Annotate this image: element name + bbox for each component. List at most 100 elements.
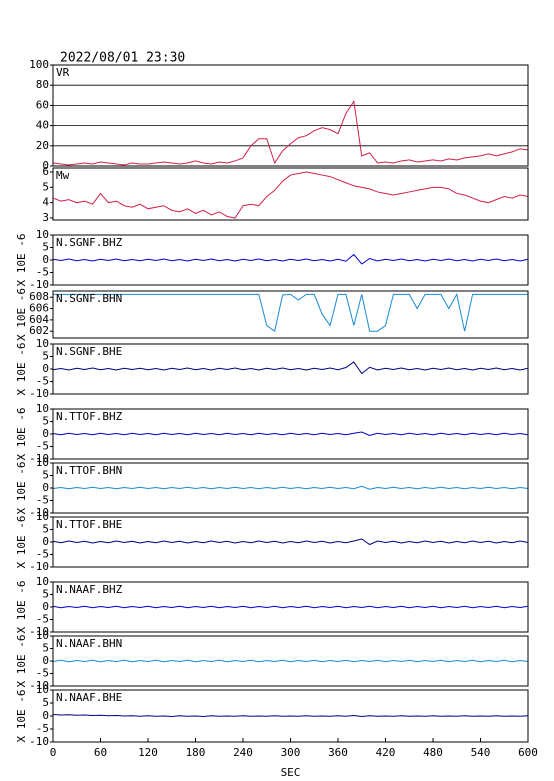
panel-frame [52, 234, 529, 286]
y-tick-label: 5 [42, 350, 49, 363]
y-axis-label: X 10E -6 [15, 462, 28, 515]
panel-label: N.NAAF.BHZ [56, 583, 123, 596]
y-tick-label: 0 [42, 253, 49, 266]
y-tick-label: 60 [36, 98, 49, 111]
y-tick-label: -10 [29, 506, 49, 519]
y-tick-label: 10 [36, 402, 49, 415]
y-tick-label: 5 [42, 642, 49, 655]
trace [52, 99, 529, 166]
panel-label: N.NAAF.BHE [56, 691, 122, 704]
y-tick-label: 0 [42, 535, 49, 548]
y-axis-label: X 10E -6 [15, 516, 28, 569]
panel-frame [52, 290, 529, 339]
panel-frame [52, 635, 529, 687]
y-tick-label: 606 [29, 302, 49, 315]
panel-frame [52, 64, 529, 167]
x-tick-label: 600 [518, 746, 538, 759]
y-tick-label: 5 [42, 415, 49, 428]
panel-label: N.TTOF.BHN [56, 464, 122, 477]
y-tick-label: 0 [42, 427, 49, 440]
y-tick-label: 20 [36, 139, 49, 152]
x-tick-label: 420 [376, 746, 396, 759]
y-tick-label: -5 [36, 375, 49, 388]
y-tick-label: 10 [36, 510, 49, 523]
y-tick-label: 10 [36, 228, 49, 241]
y-tick-label: -10 [29, 560, 49, 573]
y-tick-label: 604 [29, 313, 49, 326]
trace [52, 361, 529, 375]
y-tick-label: 0 [42, 159, 49, 172]
y-tick-label: -10 [29, 387, 49, 400]
x-axis-label: SEC [281, 766, 301, 779]
trace [52, 485, 529, 490]
y-tick-label: -10 [29, 278, 49, 291]
y-tick-label: -5 [36, 613, 49, 626]
y-axis-label: X 10E -6 [15, 234, 28, 287]
y-tick-label: 40 [36, 119, 49, 132]
y-tick-label: 100 [29, 58, 49, 71]
y-tick-label: 6 [42, 165, 49, 178]
panel-label: N.TTOF.BHE [56, 518, 122, 531]
y-tick-label: 5 [42, 180, 49, 193]
y-tick-label: 5 [42, 588, 49, 601]
y-tick-label: -10 [29, 679, 49, 692]
panel-frame [52, 581, 529, 633]
y-tick-label: 5 [42, 241, 49, 254]
y-tick-label: 5 [42, 523, 49, 536]
y-tick-label: -5 [36, 722, 49, 735]
y-axis-label: X 10E -6 [15, 581, 28, 634]
x-tick-label: 0 [50, 746, 57, 759]
panel-frame [52, 462, 529, 514]
panel-label: N.SGNF.BHE [56, 345, 122, 358]
trace [52, 659, 529, 663]
y-tick-label: 10 [36, 456, 49, 469]
panel-label: N.NAAF.BHN [56, 637, 122, 650]
y-tick-label: 0 [42, 709, 49, 722]
y-tick-label: 5 [42, 469, 49, 482]
y-tick-label: 80 [36, 78, 49, 91]
x-tick-label: 60 [94, 746, 107, 759]
panel-label: VR [56, 66, 70, 79]
panel-label: Mw [56, 169, 70, 182]
y-tick-label: -5 [36, 548, 49, 561]
y-axis-label: X 10E -6 [15, 690, 28, 743]
chart-title: 2022/08/01 23:30 [60, 51, 185, 66]
y-tick-label: 3 [42, 211, 49, 224]
y-tick-label: -5 [36, 494, 49, 507]
y-tick-label: -10 [29, 452, 49, 465]
panel-label: N.SGNF.BHZ [56, 236, 123, 249]
y-tick-label: 10 [36, 683, 49, 696]
y-tick-label: 0 [42, 362, 49, 375]
y-tick-label: 10 [36, 337, 49, 350]
y-tick-label: -10 [29, 735, 49, 748]
trace [52, 605, 529, 609]
x-tick-label: 540 [471, 746, 491, 759]
y-tick-label: -5 [36, 667, 49, 680]
x-tick-label: 360 [328, 746, 348, 759]
panel-label: N.TTOF.BHZ [56, 410, 123, 423]
panel-label: N.SGNF.BHN [56, 292, 122, 305]
y-axis-label: X 10E -6 [15, 408, 28, 461]
trace [52, 538, 529, 546]
trace [52, 713, 529, 718]
y-axis-label: X 10E -6 [15, 343, 28, 396]
panel-frame [52, 343, 529, 395]
panel-frame [52, 167, 529, 221]
y-axis-label: X 10E -6 [15, 288, 28, 341]
trace [52, 431, 529, 437]
x-tick-label: 300 [281, 746, 301, 759]
y-tick-label: 10 [36, 575, 49, 588]
panel-frame [52, 408, 529, 460]
y-tick-label: -5 [36, 440, 49, 453]
trace [53, 293, 528, 333]
y-axis-label: X 10E -6 [15, 635, 28, 688]
trace [52, 171, 529, 219]
panel-frame [52, 516, 529, 568]
y-tick-label: -5 [36, 266, 49, 279]
trace [52, 253, 529, 265]
y-tick-label: 0 [42, 481, 49, 494]
y-tick-label: -10 [29, 625, 49, 638]
y-tick-label: 602 [29, 324, 49, 337]
y-tick-label: 0 [42, 654, 49, 667]
